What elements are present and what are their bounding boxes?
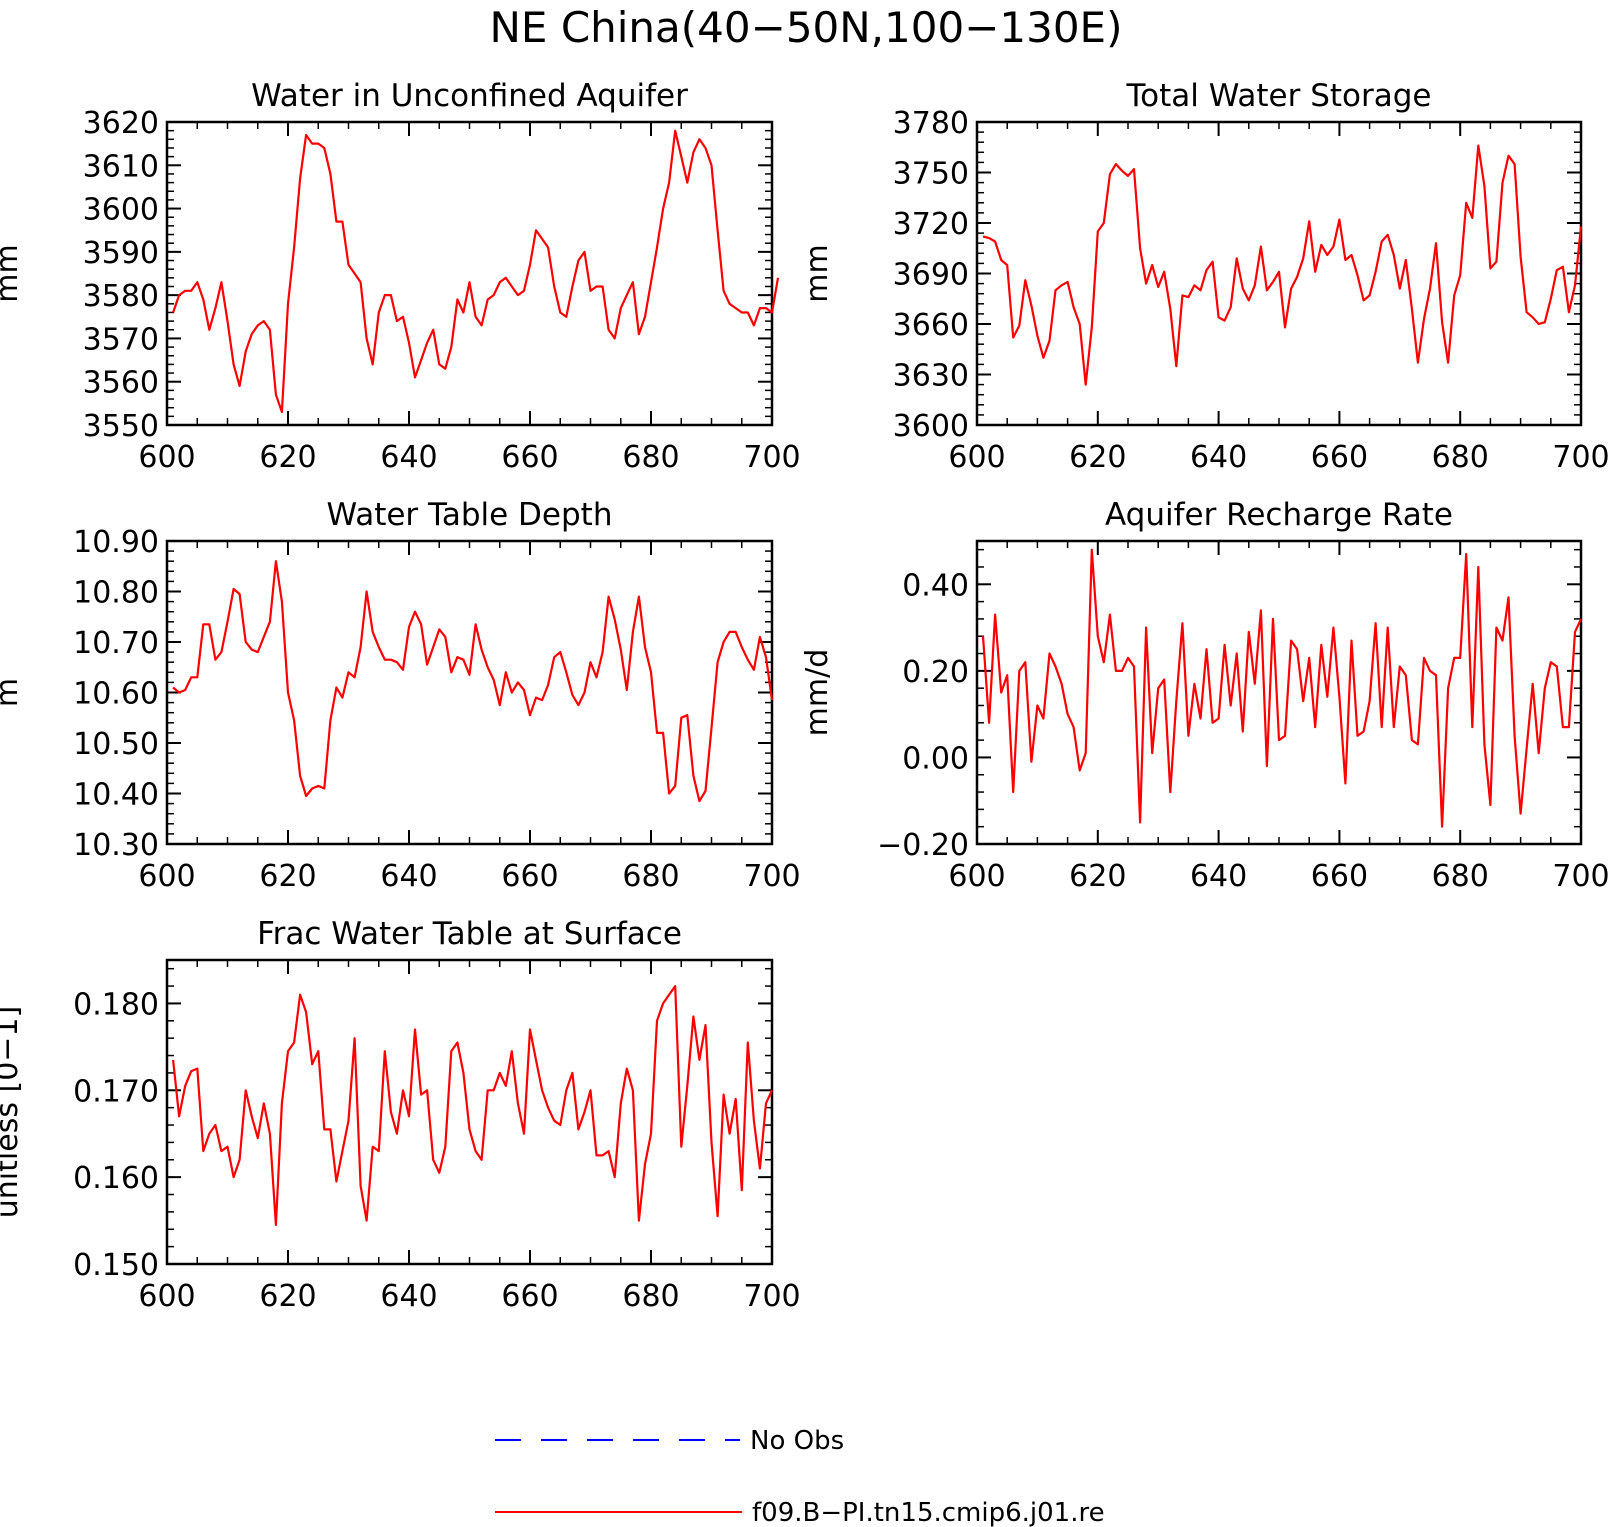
x-tick-label: 660 [501, 1279, 558, 1314]
y-axis-label: mm/d [800, 649, 835, 737]
series-line [172, 129, 780, 414]
legend-model-label: f09.B−PI.tn15.cmip6.j01.re [752, 1498, 1105, 1527]
y-tick-label: 0.40 [902, 568, 969, 603]
x-tick-label: 620 [1069, 859, 1126, 894]
x-tick-label: 700 [743, 1279, 800, 1314]
figure-title: NE China(40−50N,100−130E) [490, 3, 1123, 52]
y-tick-label: 3720 [893, 207, 969, 242]
x-tick-label: 620 [259, 859, 316, 894]
y-tick-label: 0.170 [73, 1074, 159, 1109]
panel-title: Aquifer Recharge Rate [1105, 497, 1453, 533]
y-tick-label: 3600 [893, 409, 969, 444]
y-tick-label: 10.70 [73, 626, 159, 661]
x-tick-label: 660 [501, 859, 558, 894]
y-tick-label: 0.20 [902, 655, 969, 690]
x-tick-label: 700 [1552, 440, 1609, 475]
chart-panels: Water in Unconfined Aquifer mm 600 620 640 66… [0, 78, 1610, 1314]
panel-title: Total Water Storage [1125, 78, 1431, 114]
y-tick-label: 3750 [893, 157, 969, 192]
y-tick-label: 3660 [893, 308, 969, 343]
x-tick-label: 680 [622, 440, 679, 475]
y-tick-label: 0.160 [73, 1161, 159, 1196]
y-tick-label: 3620 [83, 106, 159, 141]
chart-panel-4: Aquifer Recharge Rate mm/d 600 620 640 660 680… [800, 497, 1610, 894]
chart-panel-5: Frac Water Table at Surface unitless [0−1… [0, 916, 801, 1314]
series-line [982, 144, 1583, 386]
plot-frame [165, 539, 774, 846]
series-line [981, 548, 1582, 828]
x-tick-label: 620 [259, 1279, 316, 1314]
chart-panel-3: Water Table Depth m 600 620 640 660 680 700 10.3… [0, 497, 801, 894]
y-tick-label: 10.60 [73, 677, 159, 712]
x-tick-label: 640 [380, 440, 437, 475]
y-tick-label: 0.180 [73, 987, 159, 1022]
y-tick-label: 10.90 [73, 525, 159, 560]
x-tick-label: 680 [622, 859, 679, 894]
y-tick-label: 0.00 [902, 741, 969, 776]
y-tick-label: 3630 [893, 359, 969, 394]
x-tick-label: 680 [1432, 440, 1489, 475]
y-tick-label: 3560 [83, 366, 159, 401]
y-tick-label: 3580 [83, 279, 159, 314]
y-tick-label: 3600 [83, 193, 159, 228]
x-tick-label: 660 [501, 440, 558, 475]
legend-no-obs-label: No Obs [750, 1426, 844, 1456]
panel-title: Water Table Depth [327, 497, 613, 533]
plot-frame [165, 958, 774, 1266]
chart-panel-1: Water in Unconfined Aquifer mm 600 620 640 66… [0, 78, 801, 475]
series-line [172, 984, 773, 1227]
y-tick-label: 10.40 [73, 778, 159, 813]
x-tick-label: 600 [948, 440, 1005, 475]
x-tick-label: 620 [1069, 440, 1126, 475]
legend: No Obs f09.B−PI.tn15.cmip6.j01.re [495, 1426, 1105, 1527]
x-tick-label: 640 [1190, 440, 1247, 475]
x-tick-label: 600 [138, 859, 195, 894]
x-tick-label: 600 [948, 859, 1005, 894]
y-tick-label: 0.150 [73, 1248, 159, 1283]
y-tick-label: 3570 [83, 322, 159, 357]
y-tick-label: 3590 [83, 236, 159, 271]
x-tick-label: 640 [380, 1279, 437, 1314]
panel-title: Water in Unconfined Aquifer [251, 78, 688, 114]
panel-title: Frac Water Table at Surface [257, 916, 682, 952]
x-tick-label: 700 [743, 859, 800, 894]
x-tick-label: 680 [1432, 859, 1489, 894]
x-tick-label: 600 [138, 440, 195, 475]
chart-panel-2: Total Water Storage mm 600 620 640 660 680 700 3… [800, 78, 1610, 475]
y-tick-label: 3690 [893, 258, 969, 293]
plot-frame [165, 120, 774, 427]
x-tick-label: 640 [1190, 859, 1247, 894]
y-tick-label: 10.30 [73, 828, 159, 863]
x-tick-label: 660 [1311, 859, 1368, 894]
x-tick-label: 700 [1552, 859, 1609, 894]
y-axis-label: m [0, 678, 25, 707]
y-tick-label: −0.20 [877, 828, 969, 863]
x-tick-label: 640 [380, 859, 437, 894]
y-tick-label: 3550 [83, 409, 159, 444]
x-tick-label: 620 [259, 440, 316, 475]
x-tick-label: 600 [138, 1279, 195, 1314]
x-tick-label: 700 [743, 440, 800, 475]
x-tick-label: 680 [622, 1279, 679, 1314]
y-axis-label: unitless [0−1] [0, 1006, 25, 1218]
y-axis-label: mm [0, 244, 25, 302]
y-tick-label: 3610 [83, 149, 159, 184]
x-tick-label: 660 [1311, 440, 1368, 475]
series-line [172, 560, 774, 803]
y-tick-label: 10.50 [73, 727, 159, 762]
y-tick-label: 3780 [893, 106, 969, 141]
y-axis-label: mm [800, 244, 835, 302]
y-tick-label: 10.80 [73, 576, 159, 611]
